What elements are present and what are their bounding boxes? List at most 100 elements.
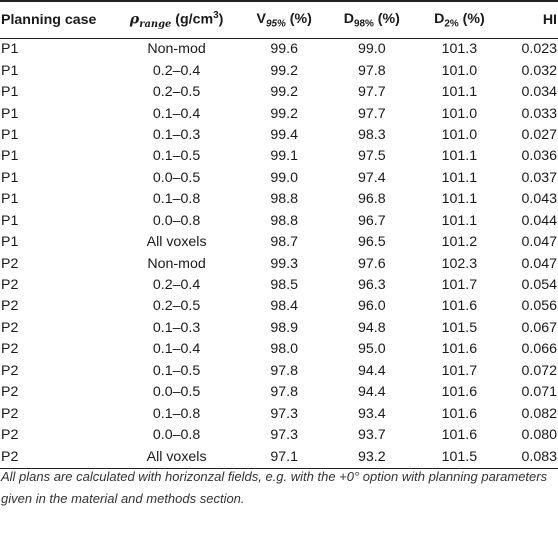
cell-v95: 97.3 bbox=[270, 405, 298, 422]
cell-planning-case: P1 bbox=[1, 41, 19, 58]
cell-planning-case: P2 bbox=[1, 362, 19, 379]
table-row: P2 0.1–0.5 97.8 94.4 101.7 0.072 bbox=[0, 361, 558, 382]
cell-planning-case: P1 bbox=[1, 169, 19, 186]
cell-hi: 0.043 bbox=[521, 191, 557, 208]
cell-planning-case: P2 bbox=[1, 341, 19, 358]
cell-rho-range: 0.1–0.8 bbox=[152, 405, 201, 422]
cell-v95: 98.8 bbox=[270, 212, 298, 229]
cell-planning-case: P1 bbox=[1, 105, 19, 122]
cell-rho-range: 0.1–0.5 bbox=[152, 362, 201, 379]
cell-planning-case: P1 bbox=[1, 84, 19, 101]
cell-hi: 0.072 bbox=[521, 362, 557, 379]
cell-v95: 98.8 bbox=[270, 191, 298, 208]
v95-unit: (%) bbox=[285, 10, 312, 27]
cell-rho-range: 0.1–0.3 bbox=[152, 126, 201, 143]
cell-hi: 0.044 bbox=[521, 212, 557, 229]
cell-v95: 99.1 bbox=[270, 148, 298, 165]
cell-d2: 101.6 bbox=[441, 298, 478, 315]
d2-unit: (%) bbox=[458, 10, 485, 27]
table-row: P2 0.1–0.8 97.3 93.4 101.6 0.082 bbox=[0, 403, 558, 424]
cell-d2: 101.7 bbox=[441, 277, 478, 294]
cell-rho-range: Non-mod bbox=[147, 255, 206, 272]
cell-hi: 0.082 bbox=[521, 405, 557, 422]
cell-v95: 98.4 bbox=[270, 298, 298, 315]
cell-hi: 0.047 bbox=[521, 255, 557, 272]
cell-d2: 101.6 bbox=[441, 384, 478, 401]
cell-v95: 99.2 bbox=[270, 105, 298, 122]
table-row: P2 All voxels 97.1 93.2 101.5 0.083 bbox=[0, 446, 558, 469]
cell-d98: 96.8 bbox=[358, 191, 386, 208]
cell-d2: 101.0 bbox=[441, 62, 478, 79]
table-row: P2 0.1–0.3 98.9 94.8 101.5 0.067 bbox=[0, 318, 558, 339]
cell-d98: 96.3 bbox=[358, 277, 386, 294]
cell-d2: 101.1 bbox=[441, 212, 478, 229]
cell-planning-case: P2 bbox=[1, 319, 19, 336]
header-rho-range: ρrange (g/cm3) bbox=[112, 0, 241, 39]
cell-hi: 0.036 bbox=[521, 148, 557, 165]
cell-planning-case: P1 bbox=[1, 212, 19, 229]
cell-d98: 98.3 bbox=[358, 126, 386, 143]
cell-d2: 101.1 bbox=[441, 148, 478, 165]
cell-planning-case: P2 bbox=[1, 255, 19, 272]
cell-hi: 0.023 bbox=[521, 41, 557, 58]
cell-d98: 97.4 bbox=[358, 169, 386, 186]
cell-planning-case: P1 bbox=[1, 62, 19, 79]
cell-hi: 0.047 bbox=[521, 234, 557, 251]
cell-d2: 101.0 bbox=[441, 126, 478, 143]
table-row: P1 Non-mod 99.6 99.0 101.3 0.023 bbox=[0, 39, 558, 61]
cell-rho-range: 0.0–0.8 bbox=[152, 212, 201, 229]
table-row: P2 0.2–0.5 98.4 96.0 101.6 0.056 bbox=[0, 296, 558, 317]
cell-d2: 101.5 bbox=[415, 446, 504, 469]
cell-d2: 101.6 bbox=[441, 405, 478, 422]
d98-main: D bbox=[343, 10, 354, 27]
cell-v95: 97.8 bbox=[270, 362, 298, 379]
rho-unit: (g/cm bbox=[171, 11, 214, 28]
cell-d98: 96.7 bbox=[358, 212, 386, 229]
cell-d98: 97.6 bbox=[358, 255, 386, 272]
table-row: P1 0.1–0.3 99.4 98.3 101.0 0.027 bbox=[0, 125, 558, 146]
cell-v95: 98.5 bbox=[270, 277, 298, 294]
cell-v95: 98.7 bbox=[270, 234, 298, 251]
cell-planning-case: P2 bbox=[1, 298, 19, 315]
cell-v95: 98.9 bbox=[270, 319, 298, 336]
cell-rho-range: 0.2–0.4 bbox=[152, 277, 201, 294]
table-row: P1 0.0–0.8 98.8 96.7 101.1 0.044 bbox=[0, 211, 558, 232]
cell-rho-range: All voxels bbox=[146, 234, 207, 251]
table-footnote: All plans are calculated with horizonzal… bbox=[1, 469, 548, 506]
cell-v95: 97.1 bbox=[240, 446, 328, 469]
table-row: P2 Non-mod 99.3 97.6 102.3 0.047 bbox=[0, 253, 558, 274]
cell-d98: 95.0 bbox=[358, 341, 386, 358]
header-hi-label: HI bbox=[542, 12, 557, 28]
cell-hi: 0.027 bbox=[521, 126, 557, 143]
v95-subscript: 95% bbox=[265, 18, 286, 30]
header-d98: D98% (%) bbox=[328, 0, 416, 39]
v95-main: V bbox=[256, 10, 266, 27]
cell-hi: 0.034 bbox=[521, 84, 557, 101]
cell-d98: 97.8 bbox=[358, 62, 386, 79]
cell-d98: 94.4 bbox=[358, 384, 386, 401]
table-header: Planning case ρrange (g/cm3) V95% (%) D9… bbox=[0, 0, 558, 39]
cell-d2: 101.1 bbox=[441, 84, 478, 101]
cell-rho-range: 0.1–0.5 bbox=[152, 148, 201, 165]
header-planning-case: Planning case bbox=[0, 0, 113, 39]
cell-d98: 94.4 bbox=[358, 362, 386, 379]
d98-subscript: 98% bbox=[354, 18, 374, 30]
table-row: P2 0.1–0.4 98.0 95.0 101.6 0.066 bbox=[0, 339, 558, 360]
cell-d2: 101.2 bbox=[441, 234, 478, 251]
cell-d98: 97.7 bbox=[358, 84, 386, 101]
d2-main: D bbox=[434, 10, 445, 27]
table-row: P1 0.1–0.4 99.2 97.7 101.0 0.033 bbox=[0, 103, 558, 124]
cell-hi: 0.032 bbox=[521, 62, 557, 79]
results-table: Planning case ρrange (g/cm3) V95% (%) D9… bbox=[0, 0, 558, 469]
cell-planning-case: P2 bbox=[1, 405, 19, 422]
table-row: P2 0.0–0.8 97.3 93.7 101.6 0.080 bbox=[0, 425, 558, 446]
cell-hi: 0.037 bbox=[521, 169, 557, 186]
cell-planning-case: P2 bbox=[1, 277, 19, 294]
cell-hi: 0.054 bbox=[521, 277, 557, 294]
rho-unit-superscript: 3 bbox=[213, 10, 219, 22]
table-row: P1 0.2–0.5 99.2 97.7 101.1 0.034 bbox=[0, 82, 558, 103]
cell-v95: 97.8 bbox=[270, 384, 298, 401]
cell-rho-range: 0.0–0.8 bbox=[152, 427, 201, 444]
cell-planning-case: P2 bbox=[0, 446, 113, 469]
